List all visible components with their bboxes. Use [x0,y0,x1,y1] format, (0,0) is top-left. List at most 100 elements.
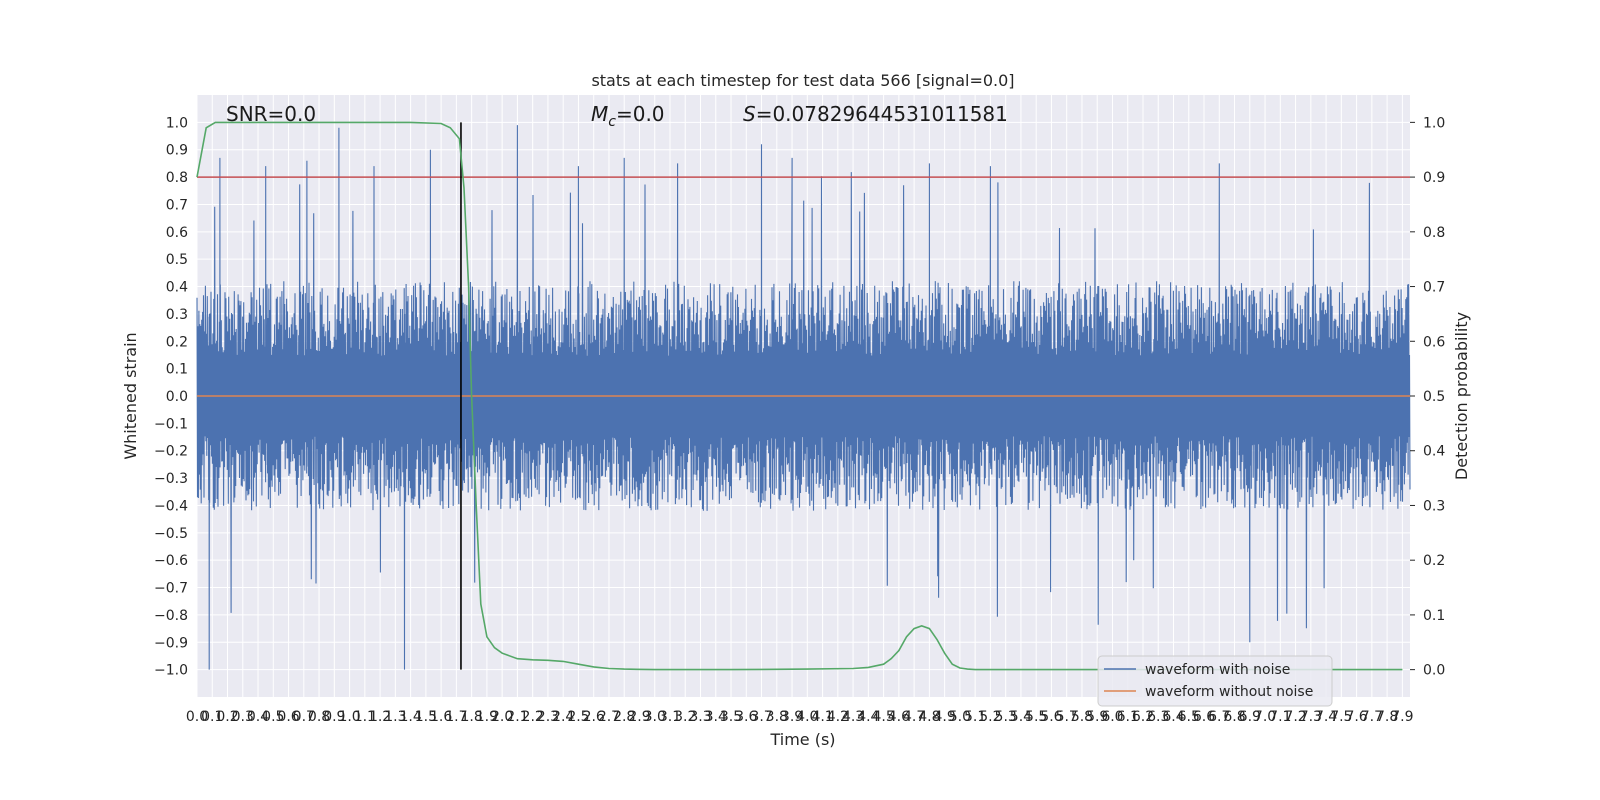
x-tick-label: 6.2 [1132,709,1154,725]
x-tick-label: 7.3 [1300,709,1322,725]
x-tick-label: 0.2 [216,709,238,725]
legend-label-clean: waveform without noise [1145,684,1313,700]
x-tick-label: 2.2 [522,709,544,725]
y-tick-label: −0.4 [154,498,188,514]
x-tick-label: 0.8 [308,709,330,725]
y-tick-label: 0.0 [166,389,188,405]
x-tick-label: 0.1 [201,709,223,725]
x-tick-label: 4.4 [857,709,879,725]
x-tick-label: 7.8 [1376,709,1398,725]
x-tick-label: 3.5 [720,709,742,725]
y-tick-label: 0.7 [166,197,188,213]
annotation-snr: SNR=0.0 [226,102,316,126]
x-tick-label: 6.5 [1178,709,1200,725]
y-tick-label: −0.5 [154,526,188,542]
y-tick-label: 0.1 [166,362,188,378]
annotation-chirp-mass-subscript: c [608,114,616,130]
y2-tick-label: 1.0 [1423,115,1445,131]
x-tick-label: 5.1 [964,709,986,725]
x-tick-label: 5.4 [1010,709,1032,725]
x-tick-label: 7.1 [1269,709,1291,725]
x-tick-label: 7.7 [1361,709,1383,725]
x-tick-label: 0.6 [277,709,299,725]
x-tick-label: 5.9 [1086,709,1108,725]
x-tick-label: 5.6 [1040,709,1062,725]
x-tick-label: 3.6 [735,709,757,725]
x-tick-label: 6.0 [1101,709,1123,725]
detection-probability-line [196,121,1403,671]
x-tick-label: 1.4 [399,709,421,725]
x-tick-label: 2.0 [491,709,513,725]
y-tick-label: −0.9 [154,635,188,651]
x-tick-label: 4.3 [842,709,864,725]
x-tick-label: 0.3 [232,709,254,725]
x-tick-label: 3.2 [674,709,696,725]
x-tick-label: 1.1 [354,709,376,725]
annotation-s-symbol: S [743,102,756,126]
x-tick-label: 5.3 [995,709,1017,725]
x-tick-label: 4.0 [796,709,818,725]
y-tick-label: −0.1 [154,416,188,432]
x-tick-label: 6.4 [1162,709,1184,725]
y-tick-label: 0.5 [166,252,188,268]
y-tick-label: 0.4 [166,280,188,296]
x-tick-label: 1.6 [430,709,452,725]
x-tick-label: 6.3 [1147,709,1169,725]
x-tick-label: 5.0 [949,709,971,725]
x-tick-label: 4.5 [872,709,894,725]
x-tick-label: 2.8 [613,709,635,725]
x-tick-label: 1.0 [338,709,360,725]
y2-tick-label: 0.8 [1423,225,1445,241]
x-tick-label: 3.1 [659,709,681,725]
x-tick-label: 7.6 [1345,709,1367,725]
annotation-chirp-mass-value: =0.0 [616,102,665,126]
x-tick-label: 1.3 [384,709,406,725]
series-detection-probability [196,121,1403,671]
y-tick-label: −0.6 [154,553,188,569]
x-tick-label: 3.4 [705,709,727,725]
x-tick-label: 7.0 [1254,709,1276,725]
y2-tick-label: 0.2 [1423,553,1445,569]
y2-tick-label: 0.1 [1423,608,1445,624]
y-tick-label: 1.0 [166,115,188,131]
y-tick-label: −0.7 [154,581,188,597]
x-tick-label: 0.7 [293,709,315,725]
series-waveform-with-noise [196,125,1411,670]
x-tick-label: 2.3 [537,709,559,725]
y-tick-label: −1.0 [154,663,188,679]
x-tick-label: 2.5 [567,709,589,725]
x-tick-label: 2.4 [552,709,574,725]
annotation-s-value: =0.07829644531011581 [756,102,1008,126]
y2-tick-label: 0.3 [1423,498,1445,514]
legend-box [1097,655,1333,707]
chart-title: stats at each timestep for test data 566… [591,71,1014,90]
x-tick-label: 1.9 [476,709,498,725]
legend: waveform with noise waveform without noi… [1097,655,1333,707]
x-tick-label: 7.9 [1391,709,1413,725]
x-tick-label: 1.2 [369,709,391,725]
y-tick-label: 0.8 [166,170,188,186]
x-tick-label: 1.8 [461,709,483,725]
x-tick-label: 0.9 [323,709,345,725]
x-tick-label: 3.0 [644,709,666,725]
x-tick-label: 6.9 [1239,709,1261,725]
x-tick-label: 4.9 [934,709,956,725]
y-tick-label: −0.8 [154,608,188,624]
x-tick-label: 0.4 [247,709,269,725]
x-tick-label: 7.4 [1315,709,1337,725]
annotation-s-stat: S=0.07829644531011581 [743,102,1008,126]
x-axis-label: Time (s) [769,730,835,749]
y2-tick-label: 0.6 [1423,334,1445,350]
x-tick-label: 0.5 [262,709,284,725]
y2-tick-label: 0.0 [1423,663,1445,679]
y-tick-label: −0.3 [154,471,188,487]
y-tick-label: 0.9 [166,143,188,159]
y-tick-label: 0.3 [166,307,188,323]
x-tick-label: 4.8 [918,709,940,725]
x-tick-label: 1.7 [445,709,467,725]
y-tick-label: 0.6 [166,225,188,241]
y2-tick-label: 0.5 [1423,389,1445,405]
x-tick-label: 3.8 [766,709,788,725]
x-tick-label: 2.9 [628,709,650,725]
